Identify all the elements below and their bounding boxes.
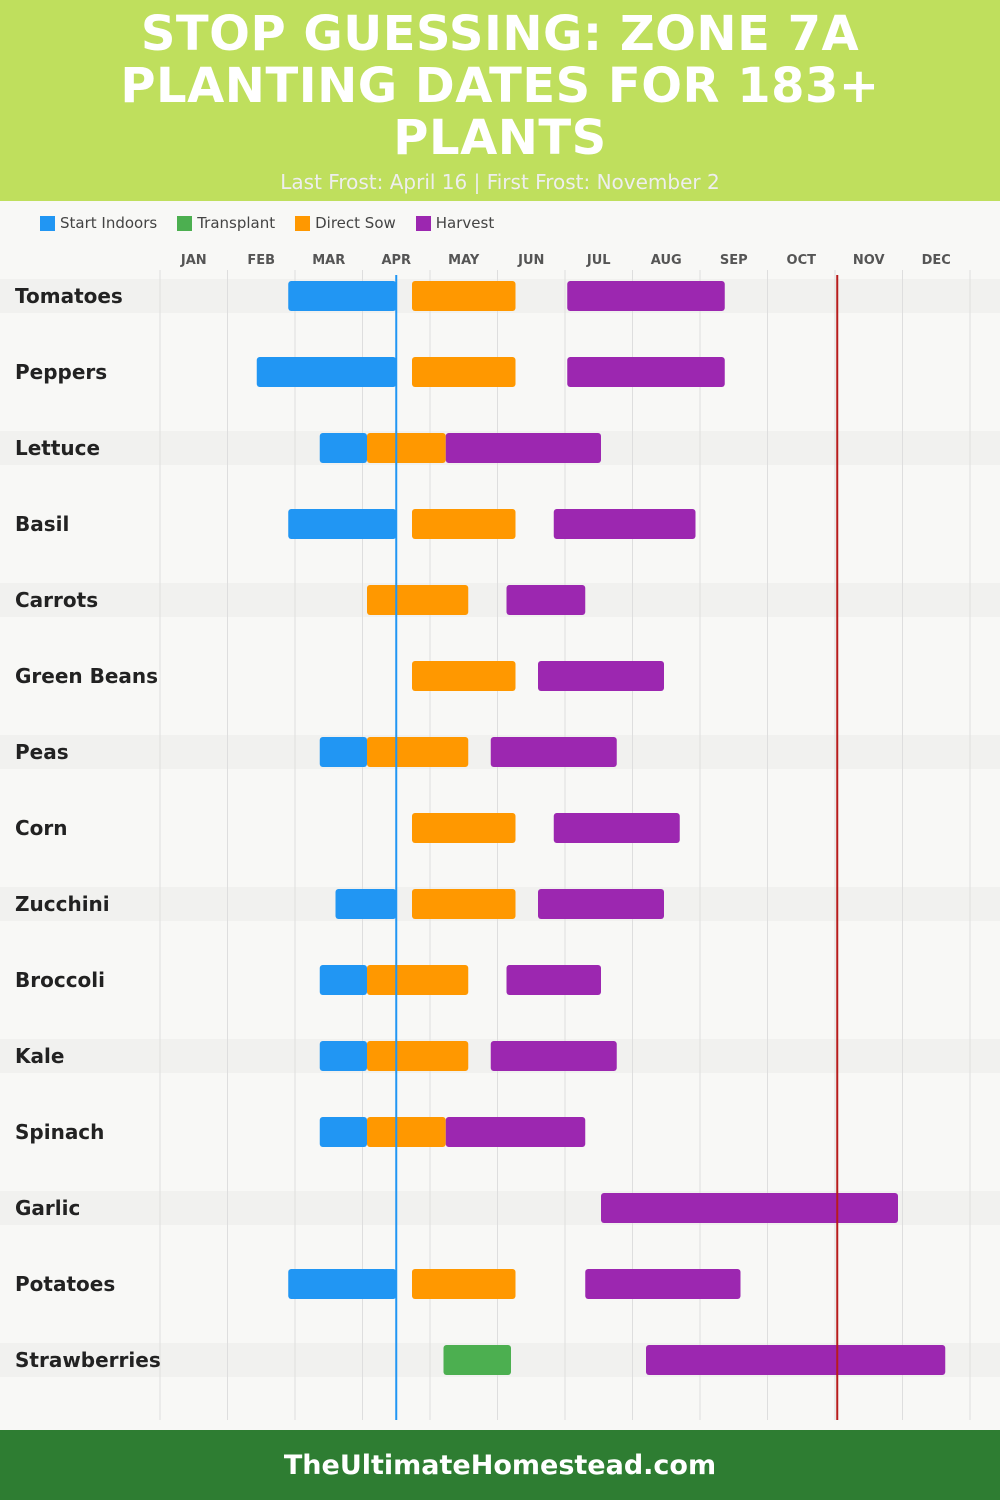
plant-label: Broccoli (15, 968, 105, 992)
gantt-chart: JAN FEB MAR APR MAY JUN JUL AUG SEP OCT NOV DEC Toma… (0, 253, 1000, 1420)
bar-start-indoors (319, 1117, 367, 1147)
bar-direct-sow (412, 357, 516, 387)
legend-harvest: Harvest (415, 214, 495, 232)
bar-direct-sow (412, 661, 516, 691)
bar-start-indoors (319, 433, 367, 463)
plant-label: Kale (15, 1044, 64, 1068)
bar-harvest (538, 889, 664, 919)
footer: TheUltimateHomestead.com (0, 1430, 1000, 1500)
legend-swatch (40, 215, 55, 231)
bar-harvest (445, 1117, 586, 1147)
plant-label: Strawberries (15, 1348, 161, 1372)
bar-harvest (585, 1269, 741, 1299)
month-label-apr: APR (381, 253, 411, 268)
bar-direct-sow (367, 433, 446, 463)
bar-start-indoors (335, 889, 397, 919)
plant-label: Peppers (15, 360, 107, 384)
bar-harvest (445, 433, 601, 463)
plant-label: Green Beans (15, 664, 158, 688)
bar-direct-sow (367, 965, 469, 995)
month-label-jan: JAN (180, 253, 207, 268)
legend: Start Indoors Transplant Direct Sow Harv… (40, 214, 494, 232)
bar-harvest (567, 281, 725, 311)
legend-start-indoors: Start Indoors (40, 214, 157, 232)
frost-dates-subtitle: Last Frost: April 16 | First Frost: Nove… (280, 170, 720, 194)
bar-start-indoors (319, 965, 367, 995)
bar-direct-sow (412, 281, 516, 311)
legend-label: Start Indoors (60, 214, 158, 232)
month-label-feb: FEB (247, 253, 275, 268)
legend-direct-sow: Direct Sow (295, 214, 396, 232)
month-label-nov: NOV (853, 253, 885, 268)
title-line-1: STOP GUESSING: ZONE 7A (140, 6, 860, 62)
legend-swatch (415, 215, 431, 231)
bar-harvest (553, 509, 696, 539)
bar-harvest (567, 357, 725, 387)
legend-label: Transplant (197, 214, 276, 232)
plant-label: Zucchini (15, 892, 110, 916)
bar-start-indoors (288, 1269, 397, 1299)
plant-label: Spinach (15, 1120, 104, 1144)
bar-harvest (506, 965, 601, 995)
month-label-jun: JUN (517, 253, 544, 268)
plant-label: Tomatoes (15, 284, 123, 308)
bar-direct-sow (412, 1269, 516, 1299)
plant-label: Peas (15, 740, 69, 764)
footer-site-link[interactable]: TheUltimateHomestead.com (283, 1449, 717, 1481)
header-banner: STOP GUESSING: ZONE 7A PLANTING DATES FO… (0, 0, 1000, 201)
bar-direct-sow (412, 813, 516, 843)
bar-start-indoors (319, 1041, 367, 1071)
bar-direct-sow (367, 1041, 469, 1071)
bar-start-indoors (288, 509, 397, 539)
bar-harvest (538, 661, 664, 691)
bar-direct-sow (412, 509, 516, 539)
legend-transplant: Transplant (177, 214, 275, 232)
bar-direct-sow (367, 585, 469, 615)
plant-label: Potatoes (15, 1272, 115, 1296)
legend-label: Direct Sow (315, 214, 396, 232)
plant-label: Carrots (15, 588, 98, 612)
plant-label: Lettuce (15, 436, 100, 460)
bar-harvest (506, 585, 586, 615)
bar-harvest (553, 813, 680, 843)
bar-harvest (601, 1193, 898, 1223)
month-label-sep: SEP (720, 253, 748, 268)
legend-swatch (295, 215, 311, 231)
month-label-dec: DEC (922, 253, 951, 268)
bar-start-indoors (288, 281, 397, 311)
month-label-may: MAY (448, 253, 480, 268)
bar-direct-sow (367, 737, 469, 767)
month-label-jul: JUL (586, 253, 611, 268)
bar-start-indoors (319, 737, 367, 767)
bar-harvest (490, 737, 617, 767)
bar-direct-sow (412, 889, 516, 919)
legend-label: Harvest (435, 214, 495, 232)
plant-label: Garlic (15, 1196, 80, 1220)
title-line-3: PLANTS (393, 110, 607, 166)
plant-label: Basil (15, 512, 69, 536)
month-label-oct: OCT (787, 253, 817, 268)
row-band (0, 583, 1000, 617)
month-label-aug: AUG (651, 253, 682, 268)
plant-label: Corn (15, 816, 68, 840)
title-line-2: PLANTING DATES FOR 183+ (120, 58, 880, 114)
bar-harvest (490, 1041, 617, 1071)
bar-harvest (646, 1345, 946, 1375)
bar-direct-sow (367, 1117, 446, 1147)
bar-start-indoors (256, 357, 397, 387)
bar-transplant (443, 1345, 511, 1375)
legend-swatch (177, 215, 193, 231)
month-label-mar: MAR (312, 253, 345, 268)
